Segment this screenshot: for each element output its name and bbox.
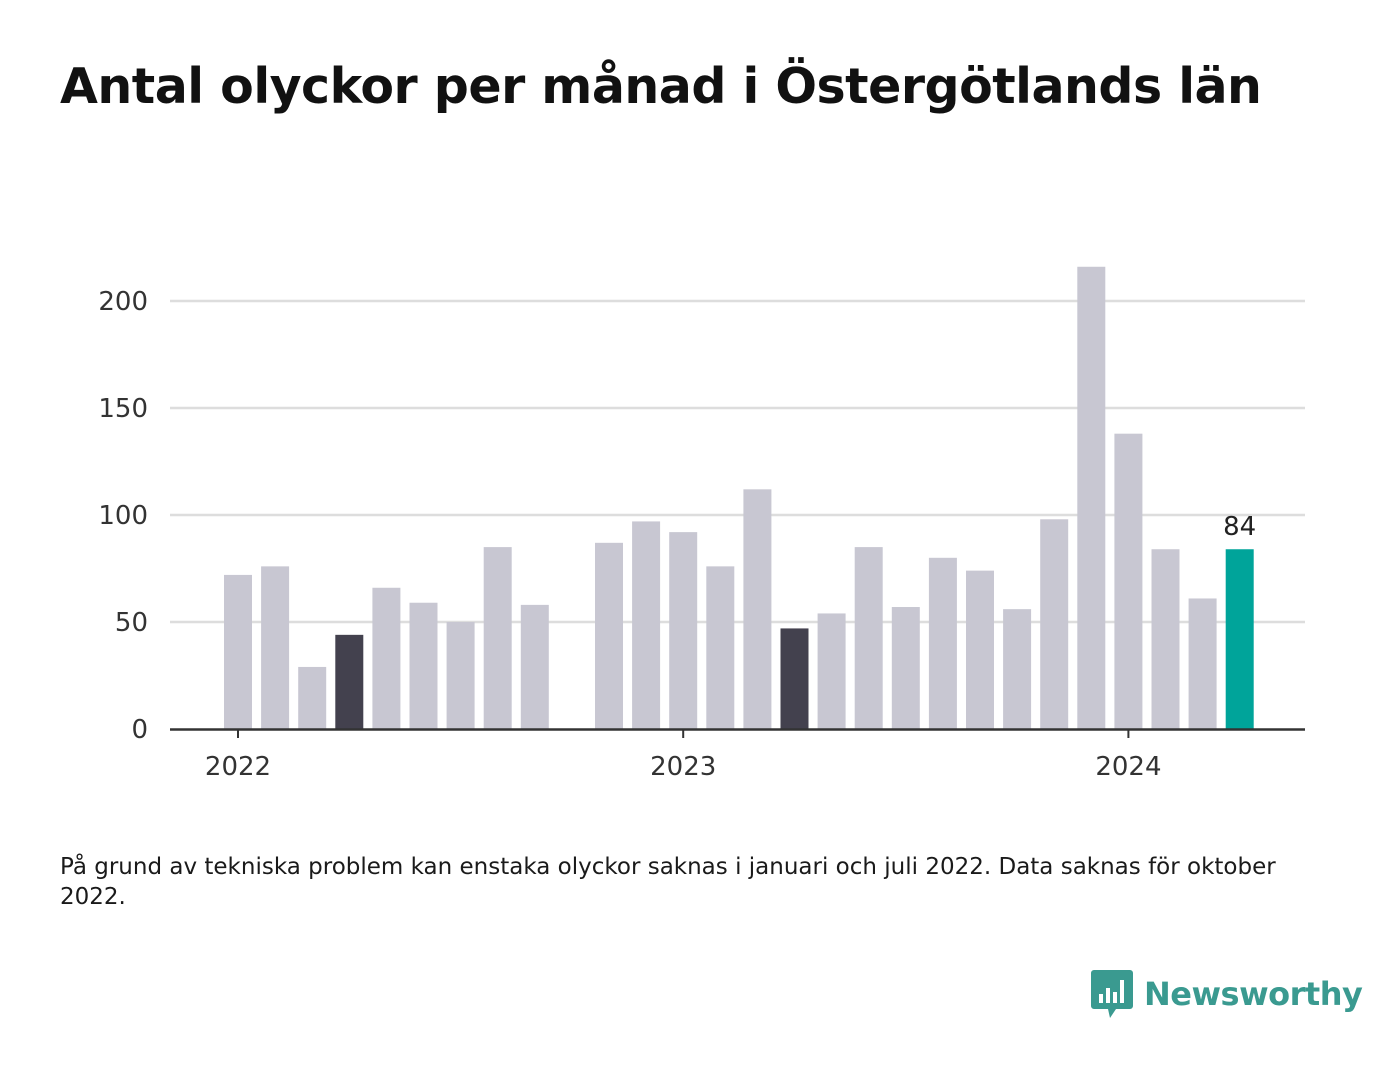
bar-2023-04	[780, 628, 809, 729]
bar-2022-09	[520, 604, 549, 729]
bar-2023-08	[928, 557, 957, 729]
bar-2022-07	[446, 622, 475, 729]
bar-2022-03	[298, 666, 327, 729]
bar-2023-03	[743, 489, 772, 729]
bar-2023-10	[1003, 609, 1032, 729]
x-tick-label: 2024	[1095, 752, 1161, 782]
bar-2022-01	[224, 574, 252, 729]
bar-2024-04	[1225, 549, 1254, 729]
footnote: På grund av tekniska problem kan enstaka…	[60, 854, 1276, 910]
bar-2023-06	[854, 547, 883, 729]
y-tick-label: 0	[131, 715, 148, 745]
y-tick-label: 50	[115, 608, 148, 638]
latest-value-label: 84	[1223, 512, 1256, 542]
bar-2023-05	[817, 613, 846, 729]
y-tick-label: 150	[98, 394, 148, 424]
bar-2023-02	[706, 566, 735, 729]
bar-2023-12	[1077, 266, 1106, 729]
axes	[170, 728, 1305, 738]
bar-2022-11	[595, 542, 623, 729]
newsworthy-logo-icon	[1091, 970, 1133, 1018]
bar-2022-05	[372, 587, 401, 729]
bar-2024-01	[1114, 433, 1143, 729]
bar-2022-12	[632, 521, 661, 729]
bar-2022-02	[261, 566, 290, 729]
y-tick-label: 100	[98, 501, 148, 531]
bar-2023-01	[669, 532, 698, 729]
bar-2024-02	[1151, 549, 1180, 729]
x-tick-label: 2023	[650, 752, 716, 782]
x-tick-label: 2022	[205, 752, 271, 782]
bar-2022-04	[335, 634, 364, 729]
y-tick-label: 200	[98, 287, 148, 317]
bar-2022-08	[483, 547, 512, 729]
brand-logo: Newsworthy	[1090, 968, 1363, 1020]
bar-2023-09	[966, 570, 994, 729]
chart-title: Antal olyckor per månad i Östergötlands …	[60, 58, 1262, 115]
brand-name: Newsworthy	[1144, 975, 1363, 1013]
bar-2022-06	[409, 602, 438, 729]
bars	[224, 266, 1254, 729]
bar-2024-03	[1188, 598, 1217, 729]
bar-chart: 0 50 100 150 200 2022 2023 2024 84	[98, 266, 1305, 782]
labels: 0 50 100 150 200 2022 2023 2024 84	[98, 287, 1256, 782]
bar-2023-07	[891, 607, 920, 729]
bar-2023-11	[1040, 519, 1069, 729]
